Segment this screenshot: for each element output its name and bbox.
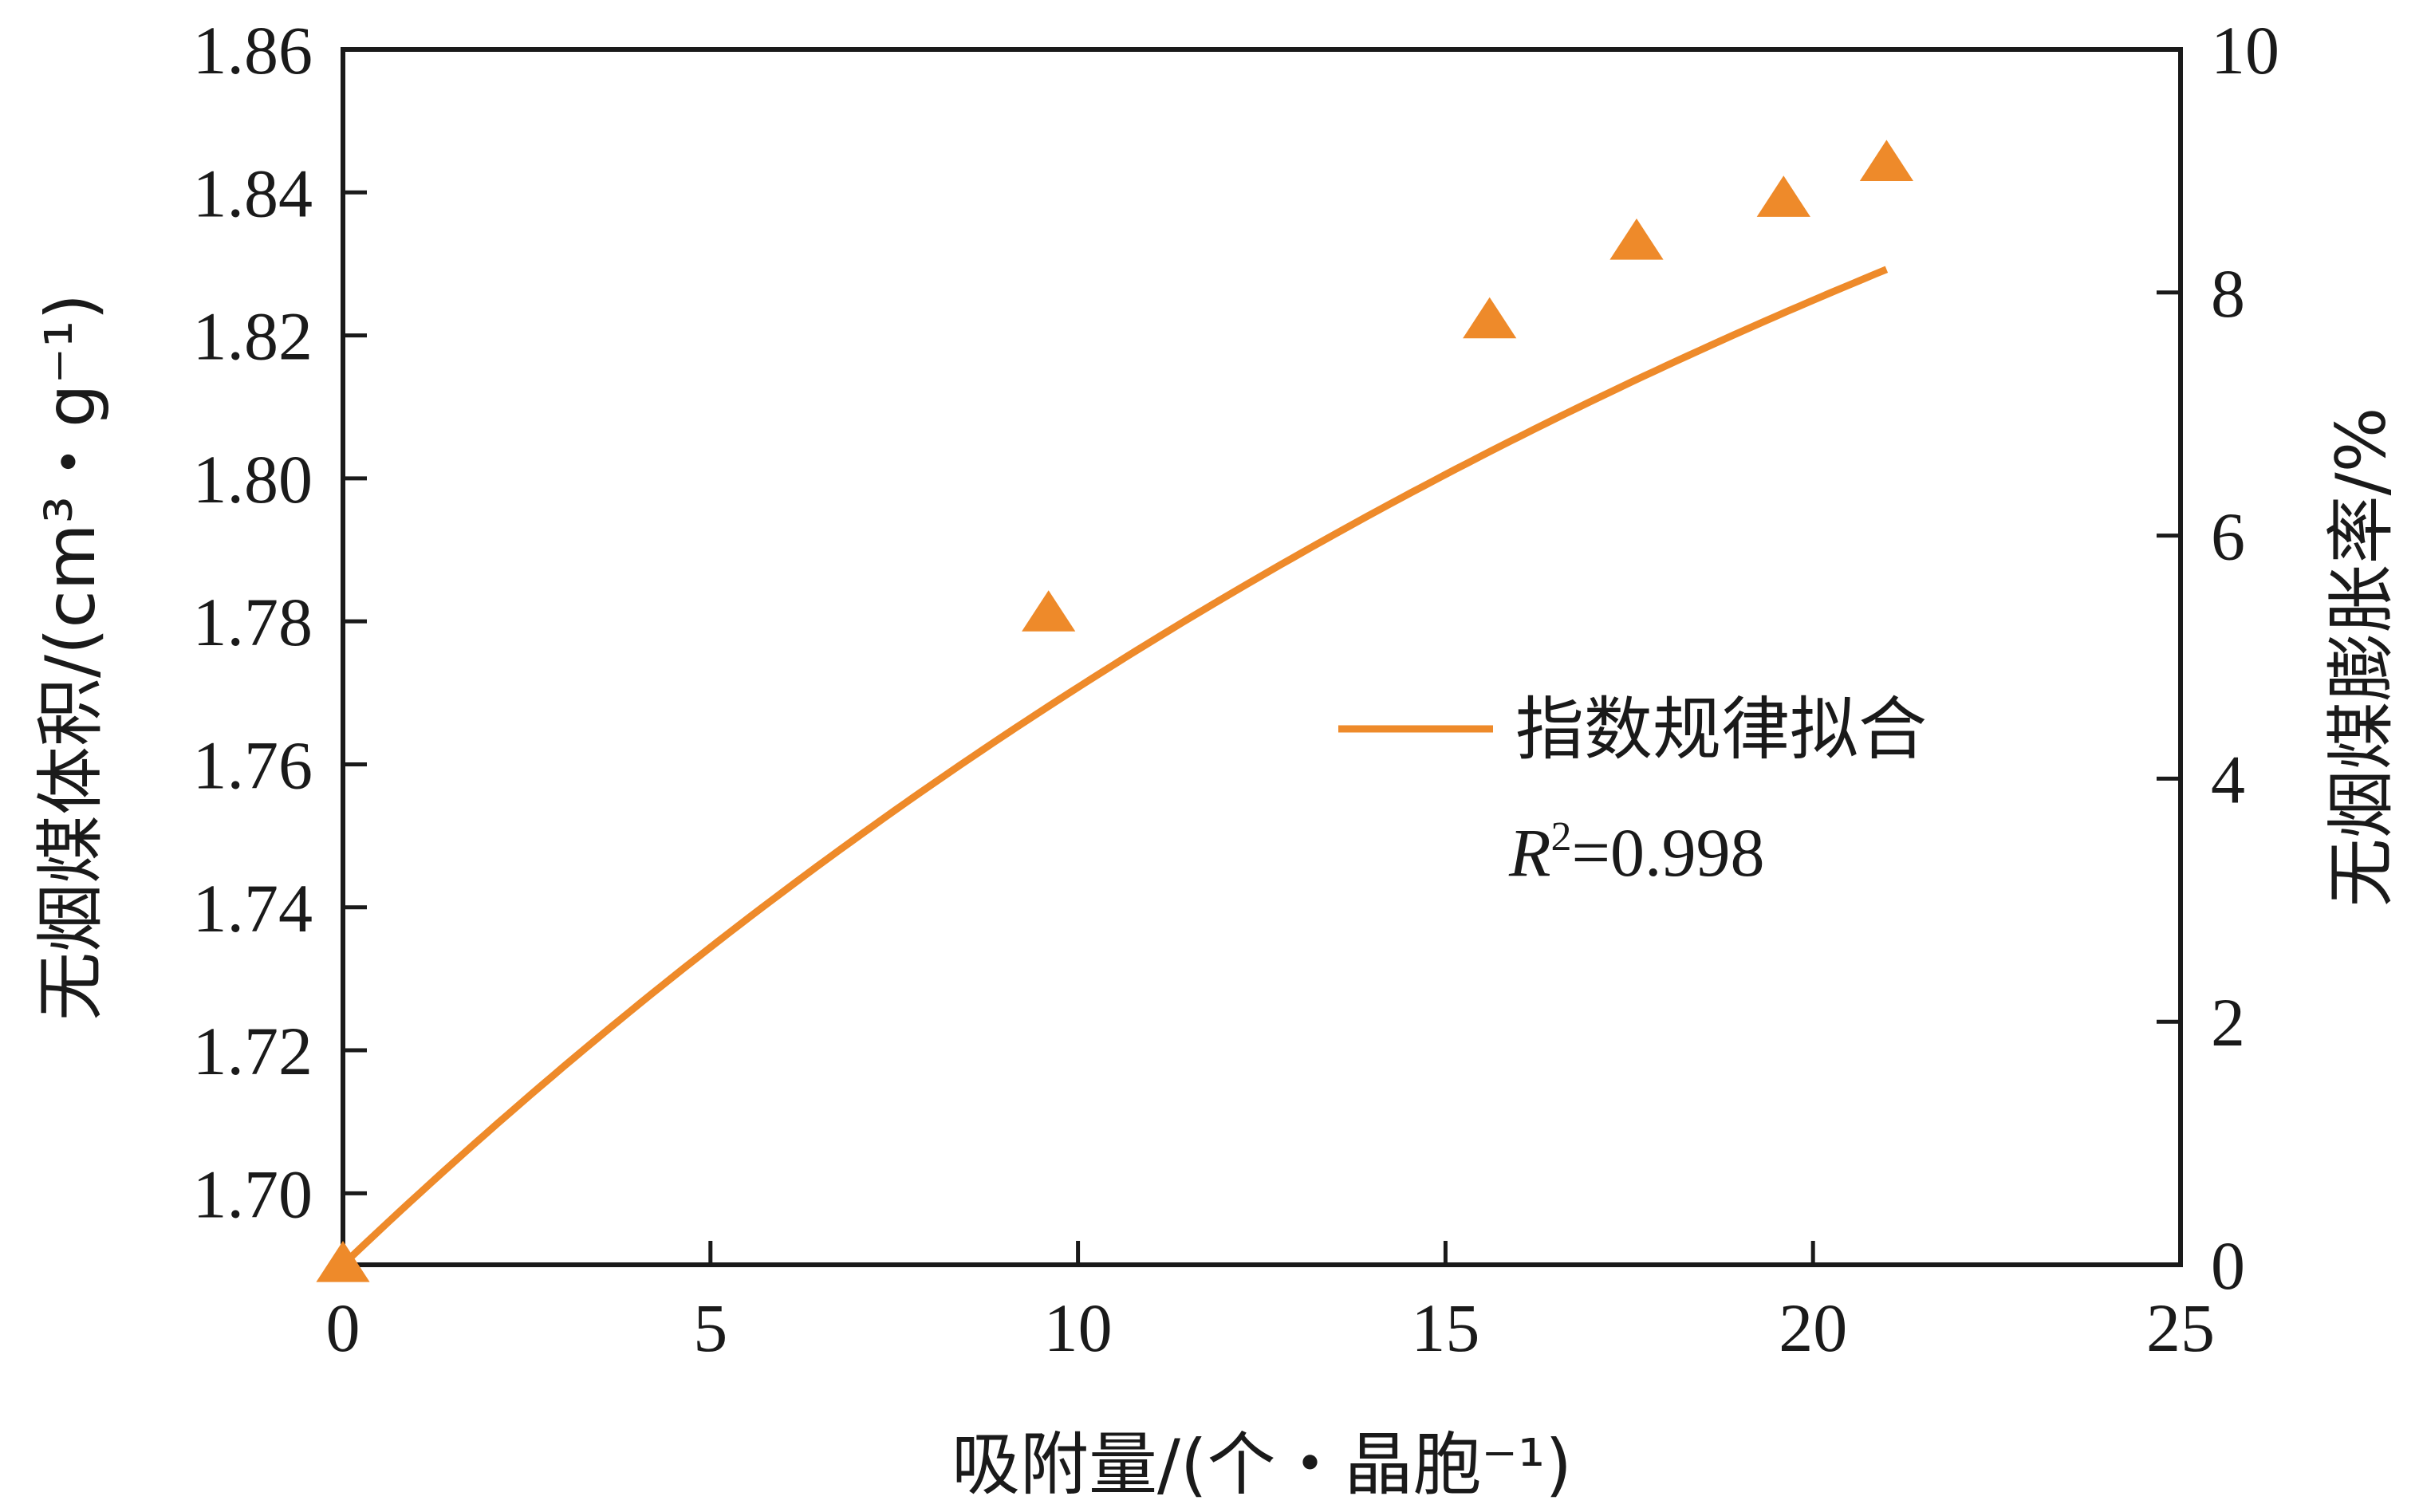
legend: 指数规律拟合 R2=0.998 (1338, 690, 1927, 891)
y-right-tick-label: 2 (2211, 984, 2245, 1061)
x-tick-label: 5 (693, 1290, 727, 1366)
r-squared-symbol: R (1508, 814, 1551, 891)
x-tick-label: 15 (1411, 1290, 1479, 1366)
y-left-tick-label: 1.78 (193, 584, 313, 660)
y-left-tick-label: 1.82 (193, 298, 313, 375)
y-left-axis-ticks: 1.70 1.72 1.74 1.76 1.78 1.80 1.82 1.84 1.86 (193, 12, 367, 1232)
x-tick-label: 10 (1044, 1290, 1113, 1366)
x-tick-label: 25 (2146, 1290, 2215, 1366)
data-point-marker (1756, 175, 1810, 217)
y-left-tick-label: 1.86 (193, 12, 313, 89)
data-point-marker (1859, 140, 1913, 181)
r-squared-label: R2=0.998 (1508, 814, 1765, 891)
y-right-tick-label: 10 (2211, 12, 2279, 89)
plot-frame (341, 47, 2183, 1267)
y-right-tick-label: 6 (2211, 498, 2245, 575)
x-tick-label: 20 (1779, 1290, 1847, 1366)
y-right-tick-label: 8 (2211, 255, 2245, 332)
y-right-tick-label: 4 (2211, 741, 2245, 817)
y-left-tick-label: 1.72 (193, 1013, 313, 1089)
r-squared-value: =0.998 (1572, 814, 1765, 891)
fit-curve-line (340, 266, 1889, 1268)
data-point-marker (1022, 590, 1076, 632)
data-point-marker (1463, 297, 1517, 339)
data-point-marker (316, 1241, 370, 1282)
y-right-axis-ticks: 0 2 4 6 8 10 (2157, 12, 2279, 1304)
legend-label: 指数规律拟合 (1515, 690, 1927, 770)
y-left-tick-label: 1.80 (193, 441, 313, 518)
y-left-tick-label: 1.76 (193, 726, 313, 803)
y-left-axis-title: 无烟煤体积/(cm³・g⁻¹) (31, 293, 111, 1021)
r-squared-superscript: 2 (1551, 814, 1572, 860)
y-left-tick-label: 1.84 (193, 155, 313, 231)
data-point-marker (1609, 219, 1664, 260)
y-left-tick-label: 1.74 (193, 870, 313, 947)
x-axis-title: 吸附量/(个・晶胞⁻¹) (951, 1425, 1572, 1505)
y-left-tick-label: 1.70 (193, 1156, 313, 1232)
y-right-tick-label: 0 (2211, 1227, 2245, 1304)
x-axis-ticks: 0 5 10 15 20 25 (326, 1241, 2215, 1366)
y-right-axis-title: 无烟煤膨胀率/% (2322, 408, 2401, 908)
x-tick-label: 0 (326, 1290, 360, 1366)
data-markers (316, 140, 1913, 1282)
